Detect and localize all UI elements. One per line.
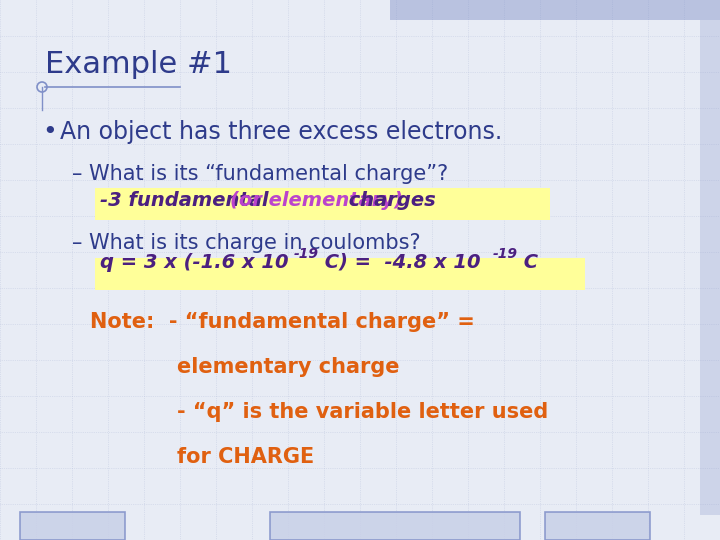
Bar — [95, 188, 550, 220]
Text: -19: -19 — [294, 247, 319, 261]
Text: Example #1: Example #1 — [45, 50, 232, 79]
Text: elementary charge: elementary charge — [90, 357, 400, 377]
Bar — [700, 20, 720, 515]
Text: q = 3 x (-1.6 x 10: q = 3 x (-1.6 x 10 — [100, 253, 289, 272]
Text: - “q” is the variable letter used: - “q” is the variable letter used — [90, 402, 548, 422]
Text: charges: charges — [342, 191, 436, 210]
Text: An object has three excess electrons.: An object has three excess electrons. — [60, 120, 503, 144]
Text: -19: -19 — [493, 247, 518, 261]
Text: -3 fundamental: -3 fundamental — [100, 191, 275, 210]
Text: Note:  - “fundamental charge” =: Note: - “fundamental charge” = — [90, 312, 475, 332]
Text: C: C — [517, 253, 538, 272]
Text: (or elementary): (or elementary) — [230, 191, 403, 210]
Bar — [545, 512, 650, 540]
Text: – What is its “fundamental charge”?: – What is its “fundamental charge”? — [72, 164, 449, 184]
Bar — [95, 258, 585, 290]
Text: – What is its charge in coulombs?: – What is its charge in coulombs? — [72, 233, 420, 253]
Text: C) =  -4.8 x 10: C) = -4.8 x 10 — [318, 253, 481, 272]
Text: •: • — [42, 120, 57, 144]
Text: for CHARGE: for CHARGE — [90, 447, 314, 467]
Bar — [20, 512, 125, 540]
Bar — [390, 0, 720, 20]
Bar — [270, 512, 520, 540]
